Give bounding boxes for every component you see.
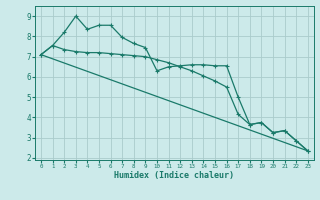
X-axis label: Humidex (Indice chaleur): Humidex (Indice chaleur) xyxy=(115,171,235,180)
